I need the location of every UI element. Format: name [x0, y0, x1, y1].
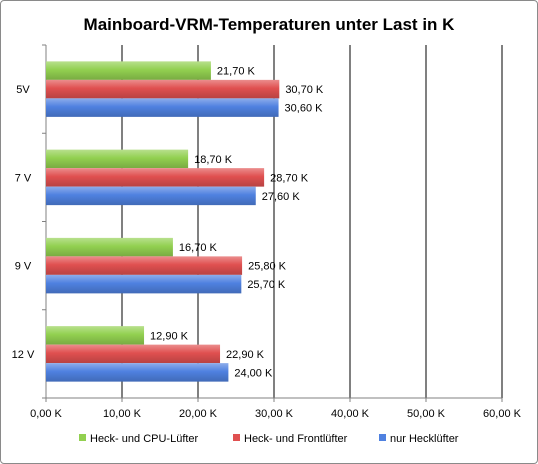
legend-label: Heck- und Frontlüfter [244, 433, 348, 445]
x-tick-label: 40,00 K [331, 408, 370, 420]
data-label: 30,70 K [285, 84, 324, 96]
data-label: 21,70 K [217, 66, 256, 78]
axes: 0,00 K 10,00 K 20,00 K 30,00 K 40,00 K 50,00 … [12, 44, 522, 420]
bar-heck-und-cpu-l-fter-2 [46, 237, 173, 257]
x-tick-label: 0,00 K [30, 408, 62, 420]
x-tick-label: 10,00 K [103, 408, 142, 420]
x-tick-label: 20,00 K [179, 408, 218, 420]
data-label: 18,70 K [194, 154, 233, 166]
legend-swatch [233, 434, 240, 441]
bar-heck-und-frontl-fter-2 [46, 256, 243, 275]
category-label: 5V [16, 84, 30, 96]
data-label: 30,60 K [285, 103, 324, 115]
data-label: 25,70 K [247, 279, 286, 291]
legend-label: nur Hecklüfter [390, 433, 459, 445]
data-label: 24,00 K [234, 367, 273, 379]
category-label: 9 V [15, 261, 32, 273]
bar-heck-und-cpu-l-fter-3 [46, 326, 145, 345]
bar-heck-und-frontl-fter-3 [46, 344, 221, 364]
bar-nur-heckl-fter-0 [46, 98, 279, 117]
bars [46, 61, 280, 382]
legend-swatch [379, 434, 386, 441]
category-label: 7 V [15, 172, 32, 184]
bar-nur-heckl-fter-1 [46, 186, 256, 206]
bar-heck-und-cpu-l-fter-1 [46, 149, 189, 169]
chart-title: Mainboard-VRM-Temperaturen unter Last in… [84, 15, 456, 34]
data-label: 22,90 K [226, 349, 265, 361]
category-label: 12 V [12, 349, 35, 361]
legend: Heck- und CPU-Lüfter Heck- und Frontlüfte… [79, 433, 459, 445]
data-label: 28,70 K [270, 172, 309, 184]
legend-swatch [79, 434, 86, 441]
x-tick-label: 60,00 K [483, 408, 522, 420]
legend-label: Heck- und CPU-Lüfter [90, 433, 199, 445]
data-label: 16,70 K [179, 242, 218, 254]
bar-nur-heckl-fter-2 [46, 274, 242, 294]
bar-heck-und-frontl-fter-1 [46, 168, 265, 187]
data-label: 12,90 K [150, 330, 189, 342]
x-tick-label: 50,00 K [407, 408, 446, 420]
bar-heck-und-frontl-fter-0 [46, 79, 280, 99]
bar-heck-und-cpu-l-fter-0 [46, 61, 211, 80]
data-labels: 21,70 K 30,70 K 30,60 K 18,70 K 28,70 K 27,60… [150, 66, 324, 380]
data-label: 27,60 K [262, 191, 301, 203]
data-label: 25,80 K [248, 261, 287, 273]
x-tick-label: 30,00 K [255, 408, 294, 420]
bar-nur-heckl-fter-3 [46, 363, 229, 382]
